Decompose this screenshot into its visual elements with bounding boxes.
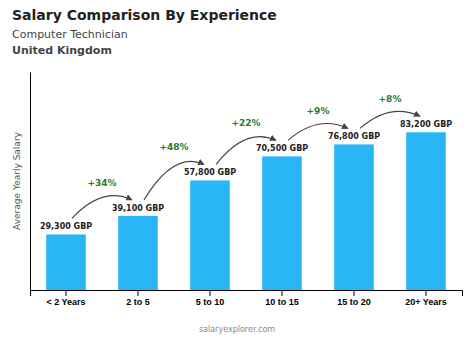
bar (262, 156, 302, 290)
x-tick-mark (426, 290, 427, 296)
x-axis: < 2 Years 2 to 5 5 to 10 10 to 15 15 to 20 20… (31, 290, 463, 307)
change-label: +22% (231, 118, 260, 128)
chart: Salary Comparison By Experience Computer … (0, 0, 474, 337)
change-arrow (360, 111, 420, 128)
y-label: Average Yearly Salary (12, 131, 22, 230)
change-label: +8% (379, 94, 402, 104)
x-tick: 15 to 20 (337, 290, 371, 307)
change-label: +34% (87, 178, 116, 188)
x-tick-label: 2 to 5 (126, 297, 150, 307)
x-tick-label: 20+ Years (405, 297, 447, 307)
x-tick-mark (354, 290, 355, 296)
change-label: +48% (159, 142, 188, 152)
plot: < 2 Years 2 to 5 5 to 10 10 to 15 15 to 20 20… (31, 73, 463, 308)
change-arrow (288, 124, 348, 141)
x-tick-mark (66, 290, 67, 296)
x-tick: 5 to 10 (196, 290, 225, 307)
change-label: +9% (307, 106, 330, 116)
x-tick-mark (210, 290, 211, 296)
change-arrow (216, 137, 276, 165)
bar (406, 132, 446, 290)
x-tick: 10 to 15 (265, 290, 299, 307)
bar (334, 144, 374, 290)
source: salaryexplorer.com (199, 325, 275, 334)
country: United Kingdom (12, 44, 112, 57)
change-arrow (144, 161, 204, 200)
x-tick-label: 5 to 10 (196, 297, 225, 307)
x-tick-label: < 2 Years (46, 297, 85, 307)
title: Salary Comparison By Experience (12, 7, 277, 23)
x-tick-label: 10 to 15 (265, 297, 299, 307)
subtitle: Computer Technician (12, 28, 128, 41)
data-label: 39,100 GBP (112, 204, 164, 213)
change-arrow (72, 196, 132, 219)
data-label: 76,800 GBP (328, 132, 380, 141)
x-tick: 20+ Years (405, 290, 447, 307)
bar (190, 180, 230, 290)
bar (118, 216, 158, 290)
change-annotations: +34% +48% +22% +9% +8% (72, 94, 420, 218)
x-tick: 2 to 5 (126, 290, 150, 307)
y-axis (30, 73, 31, 291)
data-label: 83,200 GBP (400, 120, 452, 129)
data-label: 29,300 GBP (40, 222, 92, 231)
x-tick-label: 15 to 20 (337, 297, 371, 307)
y-axis-line (30, 73, 31, 291)
data-labels: 29,300 GBP 39,100 GBP 57,800 GBP 70,500 GBP… (40, 120, 452, 231)
data-label: 70,500 GBP (256, 144, 308, 153)
x-tick-mark (282, 290, 283, 296)
x-axis-line (31, 291, 463, 297)
x-tick-mark (138, 290, 139, 296)
data-label: 57,800 GBP (184, 168, 236, 177)
bar (46, 234, 86, 290)
x-tick: < 2 Years (46, 290, 85, 307)
bars (46, 132, 446, 290)
